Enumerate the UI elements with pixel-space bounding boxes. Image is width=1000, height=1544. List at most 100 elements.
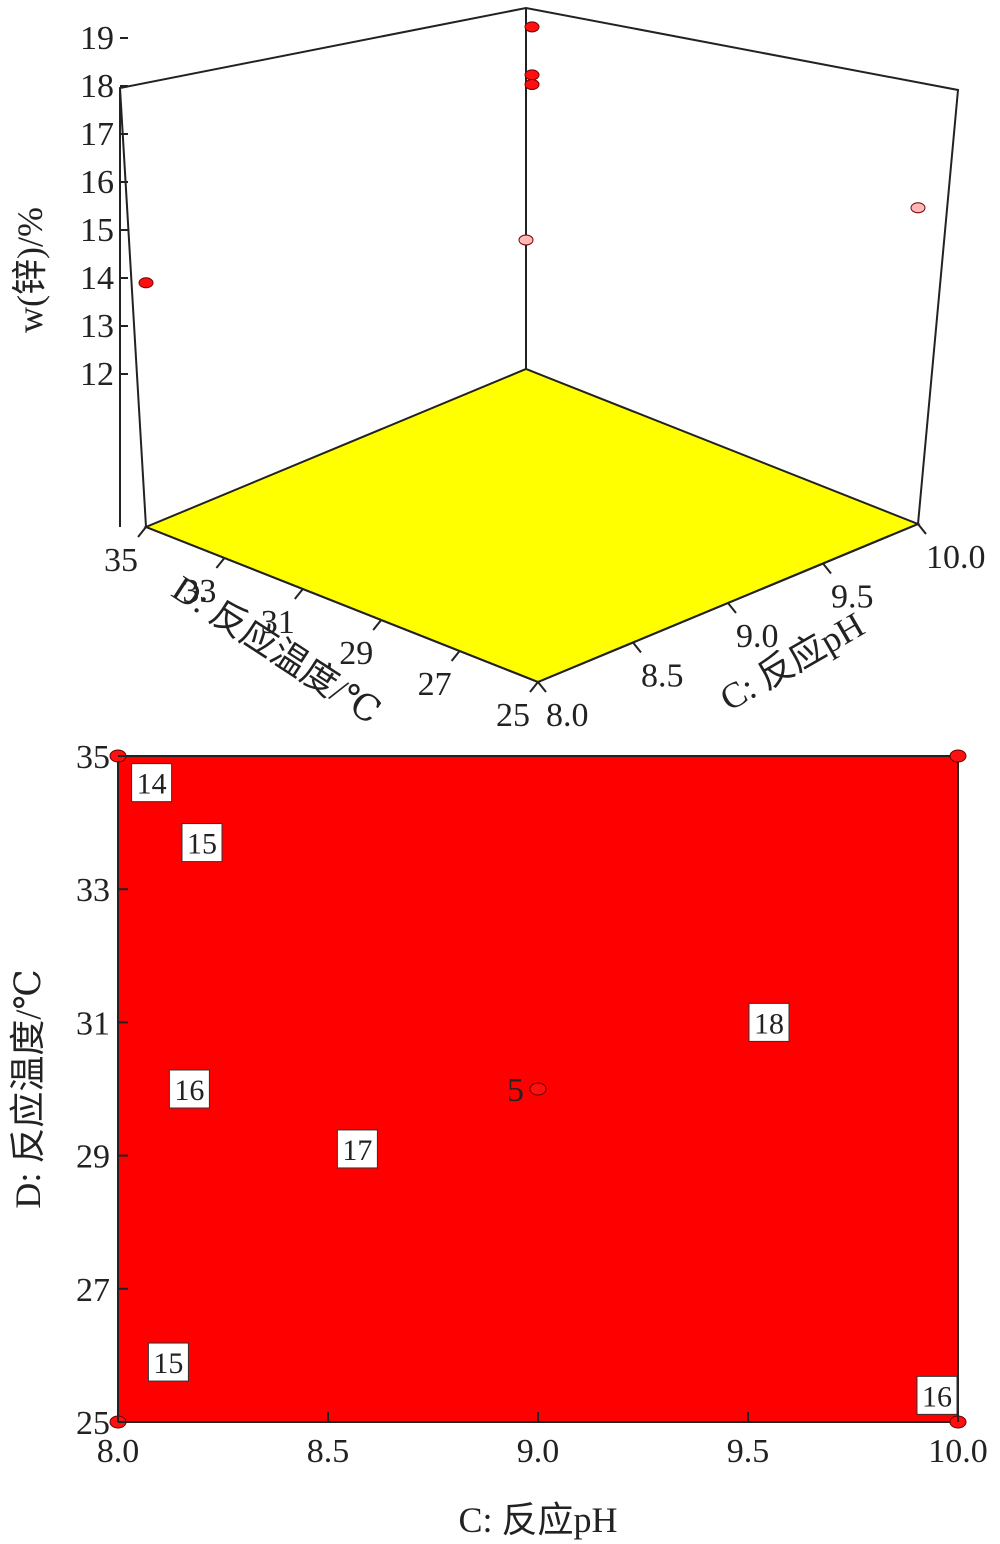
heatmap-cell	[328, 1381, 339, 1393]
heatmap-cell	[558, 867, 569, 878]
heatmap-cell	[348, 1290, 359, 1302]
heatmap-cell	[338, 957, 349, 969]
heatmap-cell	[238, 967, 249, 979]
heatmap-cell	[208, 1008, 219, 1019]
heatmap-cell	[548, 907, 559, 919]
heatmap-cell	[258, 816, 269, 828]
heatmap-cell	[148, 927, 159, 939]
heatmap-cell	[408, 1411, 419, 1422]
heatmap-cell	[188, 1230, 199, 1241]
heatmap-cell	[518, 836, 529, 848]
heatmap-cell	[428, 917, 439, 929]
heatmap-cell	[578, 816, 589, 828]
heatmap-cell	[398, 1159, 409, 1171]
heatmap-cell	[208, 1411, 219, 1422]
heatmap-cell	[408, 907, 419, 919]
heatmap-cell	[398, 978, 409, 989]
heatmap-cell	[298, 1210, 309, 1221]
heatmap-cell	[138, 867, 149, 878]
heatmap-cell	[118, 867, 129, 878]
heatmap-cell	[218, 1391, 229, 1403]
heatmap-cell	[258, 1311, 269, 1322]
heatmap-cell	[508, 1240, 519, 1252]
heatmap-cell	[148, 1169, 159, 1181]
heatmap-cell	[558, 1139, 569, 1151]
heatmap-cell	[388, 1321, 399, 1332]
heatmap-cell	[518, 1179, 529, 1191]
heatmap-cell	[588, 1129, 599, 1141]
heatmap-cell	[398, 1371, 409, 1383]
heatmap-cell	[468, 1089, 479, 1100]
heatmap-cell	[148, 967, 159, 979]
heatmap-cell	[578, 867, 589, 878]
heatmap-cell	[378, 877, 389, 888]
heatmap-cell	[258, 1220, 269, 1231]
heatmap-cell	[308, 836, 319, 848]
heatmap-cell	[178, 756, 189, 767]
heatmap-cell	[208, 1230, 219, 1241]
heatmap-cell	[568, 1341, 579, 1352]
heatmap-cell	[118, 1220, 129, 1231]
heatmap-cell	[358, 1311, 369, 1322]
heatmap-cell	[508, 1068, 519, 1080]
heatmap-cell	[168, 1331, 179, 1342]
heatmap-cell	[158, 978, 169, 989]
heatmap-cell	[578, 927, 589, 939]
heatmap-cell	[168, 867, 179, 878]
heatmap-cell	[298, 836, 309, 848]
heatmap-cell	[248, 917, 259, 929]
heatmap-cell	[438, 1028, 449, 1040]
heatmap-cell	[458, 1371, 469, 1383]
heatmap-cell	[218, 957, 229, 969]
heatmap-cell	[138, 1129, 149, 1141]
heatmap-cell	[188, 897, 199, 908]
heatmap-cell	[198, 1351, 209, 1363]
heatmap-cell	[448, 1260, 459, 1272]
heatmap-cell	[178, 796, 189, 808]
heatmap-cell	[538, 917, 549, 929]
heatmap-cell	[178, 1270, 189, 1282]
heatmap-cell	[448, 1008, 459, 1019]
heatmap-cell	[228, 1159, 239, 1171]
heatmap-cell	[138, 897, 149, 908]
heatmap-cell	[318, 826, 329, 838]
heatmap-cell	[408, 1018, 419, 1030]
heatmap-cell	[508, 1321, 519, 1332]
heatmap-cell	[198, 1280, 209, 1292]
heatmap-cell	[538, 998, 549, 1009]
heatmap-cell	[438, 1129, 449, 1141]
heatmap-cell	[288, 1068, 299, 1080]
heatmap-cell	[298, 947, 309, 959]
heatmap-cell	[488, 1240, 499, 1252]
heatmap-cell	[498, 1280, 509, 1292]
heatmap-cell	[478, 1048, 489, 1060]
heatmap-cell	[488, 766, 499, 777]
heatmap-cell	[358, 1099, 369, 1110]
heatmap-cell	[388, 988, 399, 999]
heatmap-cell	[418, 1058, 429, 1070]
heatmap-cell	[548, 1028, 559, 1040]
heatmap-cell	[298, 776, 309, 787]
heatmap-cell	[508, 887, 519, 898]
x3d-tick-label: 8.5	[641, 658, 684, 695]
heatmap-cell	[218, 1129, 229, 1141]
heatmap-cell	[378, 897, 389, 908]
heatmap-cell	[558, 1078, 569, 1090]
heatmap-cell	[418, 998, 429, 1009]
heatmap-cell	[268, 1401, 279, 1413]
heatmap-cell	[448, 978, 459, 989]
heatmap-cell	[518, 978, 529, 989]
heatmap-cell	[588, 927, 599, 939]
z-axis-title: w(锌)/%	[10, 207, 50, 333]
heatmap-cell	[248, 756, 259, 767]
heatmap-cell	[158, 1008, 169, 1019]
heatmap-cell	[548, 806, 559, 818]
heatmap-cell	[378, 826, 389, 838]
heatmap-cell	[258, 1109, 269, 1120]
heatmap-cell	[248, 1220, 259, 1231]
heatmap-cell	[138, 1401, 149, 1413]
heatmap-cell	[438, 1311, 449, 1322]
heatmap-cell	[288, 937, 299, 949]
heatmap-cell	[378, 786, 389, 797]
heatmap-cell	[358, 1321, 369, 1332]
